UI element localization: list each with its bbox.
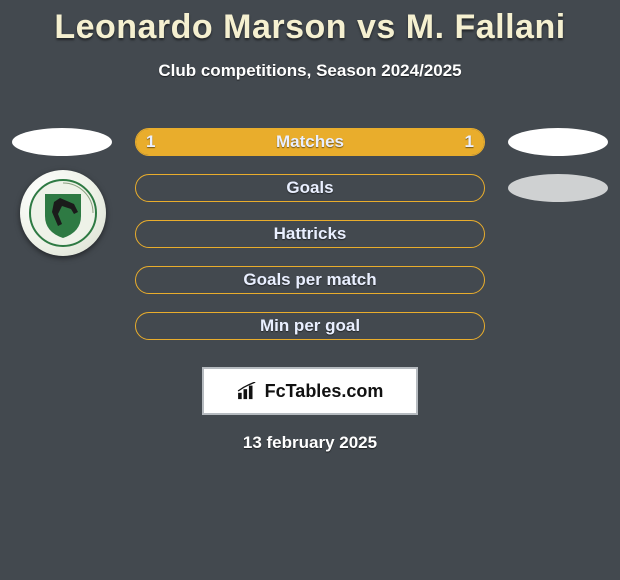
stat-bar: Hattricks <box>135 220 485 248</box>
stat-bar-wrap: 1 1 Matches <box>135 128 485 156</box>
stat-row: Min per goal <box>0 303 620 349</box>
stat-bar-wrap: Goals <box>135 174 485 202</box>
stat-label: Goals per match <box>243 270 376 290</box>
stat-label: Goals <box>286 178 333 198</box>
stat-label: Matches <box>276 132 344 152</box>
stat-bar-wrap: Min per goal <box>135 312 485 340</box>
player-marker-left <box>12 128 112 156</box>
stat-bar-wrap: Hattricks <box>135 220 485 248</box>
stat-row: Goals <box>0 165 620 211</box>
date-text: 13 february 2025 <box>0 433 620 453</box>
stat-label: Min per goal <box>260 316 360 336</box>
stat-bar: Min per goal <box>135 312 485 340</box>
stat-bar: Goals <box>135 174 485 202</box>
subtitle: Club competitions, Season 2024/2025 <box>0 61 620 81</box>
stat-row: 1 1 Matches <box>0 119 620 165</box>
stat-bar: Goals per match <box>135 266 485 294</box>
logo-text: FcTables.com <box>265 381 384 402</box>
stat-value-right: 1 <box>465 132 474 152</box>
stat-bar: 1 1 Matches <box>135 128 485 156</box>
stat-row: Hattricks <box>0 211 620 257</box>
barchart-icon <box>237 382 259 400</box>
stat-row: Goals per match <box>0 257 620 303</box>
stat-label: Hattricks <box>274 224 347 244</box>
stats-comparison: 1 1 Matches Goals Hattricks Goals per match Mi… <box>0 119 620 349</box>
stat-bar-wrap: Goals per match <box>135 266 485 294</box>
logo-box: FcTables.com <box>202 367 418 415</box>
player-marker-right <box>508 128 608 156</box>
stat-value-left: 1 <box>146 132 155 152</box>
page-title: Leonardo Marson vs M. Fallani <box>0 0 620 47</box>
player-marker-right <box>508 174 608 202</box>
